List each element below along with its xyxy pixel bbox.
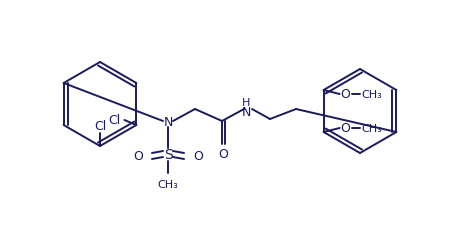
Text: O: O xyxy=(133,150,143,163)
Text: H: H xyxy=(242,98,250,108)
Text: O: O xyxy=(341,88,351,101)
Text: CH₃: CH₃ xyxy=(361,123,382,134)
Text: O: O xyxy=(341,122,351,135)
Text: CH₃: CH₃ xyxy=(361,90,382,100)
Text: N: N xyxy=(241,105,251,118)
Text: Cl: Cl xyxy=(94,120,106,133)
Text: N: N xyxy=(163,115,173,128)
Text: O: O xyxy=(218,148,228,161)
Text: S: S xyxy=(164,147,172,161)
Text: O: O xyxy=(193,150,203,163)
Text: CH₃: CH₃ xyxy=(158,179,178,189)
Text: Cl: Cl xyxy=(108,113,120,126)
